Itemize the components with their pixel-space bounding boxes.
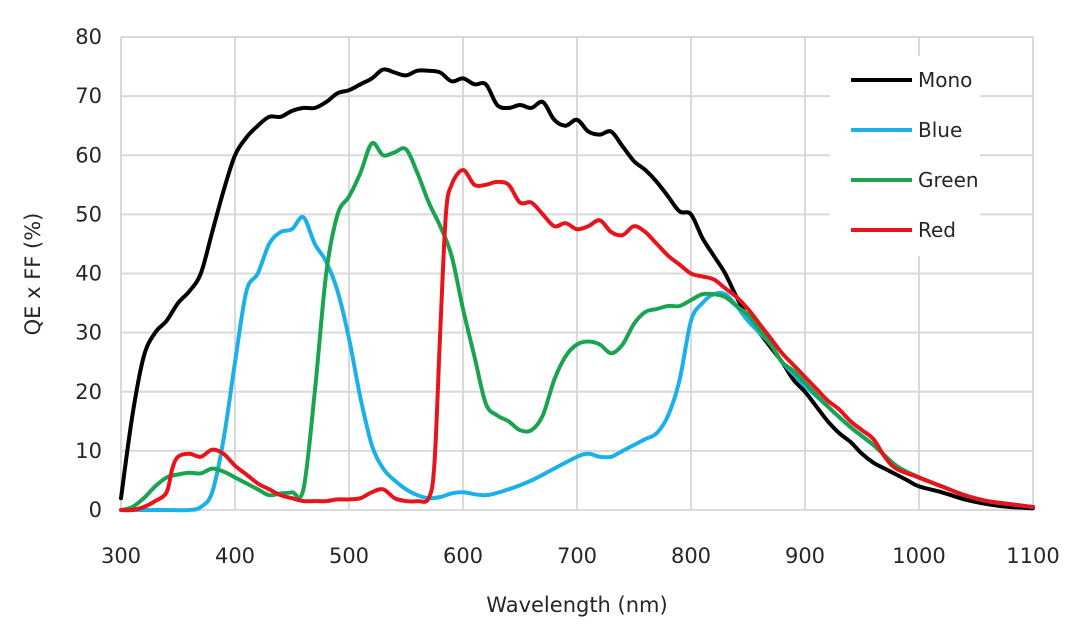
legend-item-red: Red — [851, 218, 956, 242]
series-line-green — [119, 141, 1035, 512]
x-tick-label: 300 — [101, 544, 141, 568]
y-tick-label: 60 — [75, 143, 102, 167]
legend-label: Blue — [918, 118, 962, 142]
legend-item-mono: Mono — [851, 68, 972, 92]
x-tick-label: 1000 — [892, 544, 945, 568]
y-tick-label: 20 — [75, 380, 102, 404]
series-line-blue — [119, 215, 1035, 513]
y-tick-label: 10 — [75, 439, 102, 463]
x-tick-label: 900 — [785, 544, 825, 568]
legend-label: Mono — [918, 68, 972, 92]
x-axis-title: Wavelength (nm) — [486, 593, 667, 617]
x-axis-ticks: 300 400 500 600 700 800 900 1000 1100 — [101, 544, 1060, 568]
series-line-red — [119, 168, 1035, 513]
legend-item-blue: Blue — [851, 118, 962, 142]
x-tick-label: 500 — [329, 544, 369, 568]
x-tick-label: 400 — [215, 544, 255, 568]
x-tick-label: 600 — [443, 544, 483, 568]
x-tick-label: 700 — [557, 544, 597, 568]
grid — [120, 36, 1034, 511]
series-line-mono — [119, 67, 1035, 511]
y-tick-label: 0 — [89, 498, 102, 522]
y-tick-label: 70 — [75, 84, 102, 108]
y-tick-label: 50 — [75, 202, 102, 226]
legend: Mono Blue Green Red — [830, 56, 980, 256]
legend-background — [830, 56, 980, 256]
x-tick-label: 1100 — [1006, 544, 1059, 568]
y-tick-label: 80 — [75, 25, 102, 49]
legend-item-green: Green — [851, 168, 979, 192]
y-axis-ticks: 0 10 20 30 40 50 60 70 80 — [75, 25, 102, 522]
x-tick-label: 800 — [671, 544, 711, 568]
legend-label: Green — [918, 168, 979, 192]
y-tick-label: 40 — [75, 262, 102, 286]
y-axis-title: QE x FF (%) — [21, 213, 45, 336]
series-group — [119, 67, 1035, 513]
legend-label: Red — [918, 218, 956, 242]
y-tick-label: 30 — [75, 321, 102, 345]
